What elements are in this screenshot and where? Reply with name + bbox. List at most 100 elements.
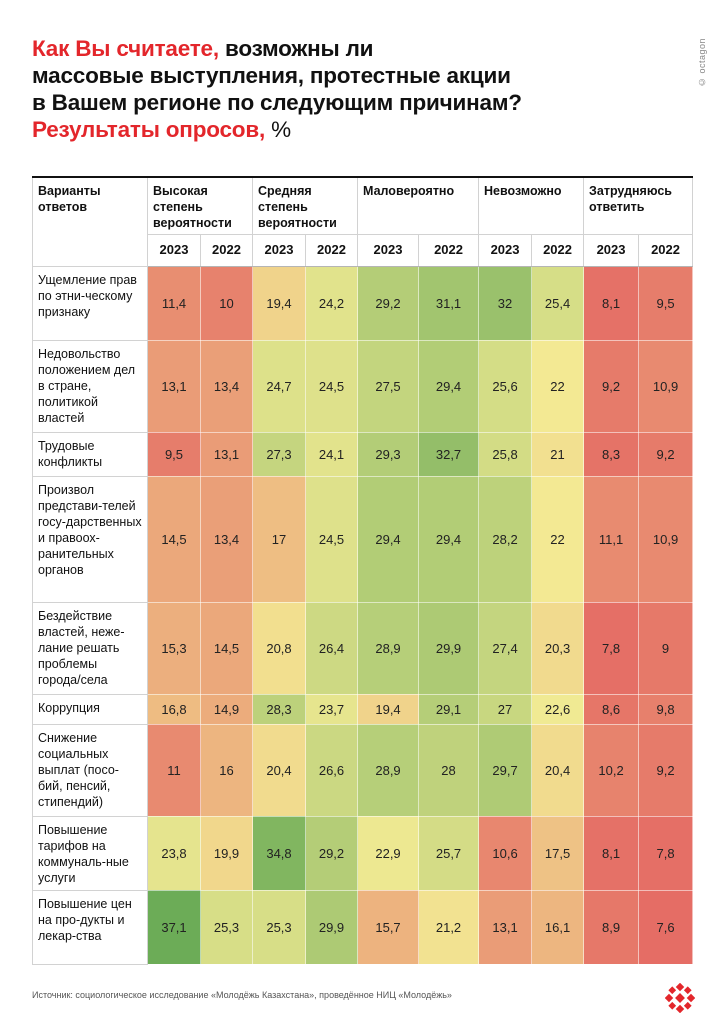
value-cell: 9,8 (638, 693, 694, 725)
value-cell: 19,4 (252, 265, 306, 341)
source-note: Источник: социологическое исследование «… (32, 990, 452, 1000)
table-row: Снижение социальных выплат (посо-бий, пе… (32, 723, 694, 817)
value-cell: 13,1 (478, 889, 533, 965)
value-cell: 28,9 (357, 723, 420, 817)
value-cell: 9,2 (638, 431, 694, 477)
value-cell: 14,5 (147, 475, 201, 603)
value-cell: 11 (147, 723, 201, 817)
value-cell: 21 (531, 431, 585, 477)
table-row: Ущемление прав по этни-ческому признаку 1… (32, 265, 694, 341)
value-cell: 24,1 (304, 431, 359, 477)
value-cell: 10,2 (583, 723, 640, 817)
value-cell: 24,7 (252, 339, 306, 433)
year-label-2022: 2022 (418, 233, 480, 267)
value-cell: 9,5 (147, 431, 201, 477)
row-label: Коррупция (32, 693, 148, 725)
value-cell: 28,9 (357, 601, 420, 695)
row-label: Повышение тарифов на коммуналь-ные услуг… (32, 815, 148, 891)
value-cell: 7,8 (583, 601, 640, 695)
value-cell: 34,8 (252, 815, 306, 891)
value-cell: 14,9 (200, 693, 253, 725)
value-cell: 27 (478, 693, 533, 725)
value-cell: 11,1 (583, 475, 640, 603)
value-cell: 27,3 (252, 431, 306, 477)
value-cell: 13,4 (200, 475, 253, 603)
value-cell: 8,1 (583, 815, 640, 891)
value-cell: 10 (200, 265, 253, 341)
column-header-3: Маловероятно (357, 176, 480, 235)
value-cell: 25,3 (200, 889, 253, 965)
value-cell: 17 (252, 475, 306, 603)
value-cell: 23,8 (147, 815, 201, 891)
value-cell: 20,8 (252, 601, 306, 695)
value-cell: 7,8 (638, 815, 694, 891)
row-header-label: Варианты ответов (32, 176, 148, 267)
year-label-2023: 2023 (357, 233, 420, 267)
value-cell: 22 (531, 475, 585, 603)
value-cell: 10,9 (638, 339, 694, 433)
value-cell: 26,6 (304, 723, 359, 817)
value-cell: 20,4 (531, 723, 585, 817)
value-cell: 15,7 (357, 889, 420, 965)
value-cell: 37,1 (147, 889, 201, 965)
row-label: Ущемление прав по этни-ческому признаку (32, 265, 148, 341)
value-cell: 16,8 (147, 693, 201, 725)
survey-table: Варианты ответов Высокая степень вероятн… (32, 176, 694, 965)
value-cell: 29,1 (418, 693, 480, 725)
title-line-2: массовые выступления, протестные акции (32, 63, 511, 88)
year-label-2022: 2022 (304, 233, 359, 267)
value-cell: 11,4 (147, 265, 201, 341)
year-header-row: 2023 2022 2023 2022 2023 2022 2023 2022 2023 2022 (33, 233, 694, 267)
value-cell: 10,6 (478, 815, 533, 891)
value-cell: 16 (200, 723, 253, 817)
table-row: Повышение тарифов на коммуналь-ные услуг… (32, 815, 694, 891)
title-red-part-1: Как Вы считаете, (32, 36, 219, 61)
row-label: Повышение цен на про-дукты и лекар-ства (32, 889, 148, 965)
value-cell: 14,5 (200, 601, 253, 695)
value-cell: 22,6 (531, 693, 585, 725)
title-red-part-2: Результаты опросов, (32, 117, 266, 142)
value-cell: 25,3 (252, 889, 306, 965)
row-label: Произвол представи-телей госу-дарственны… (32, 475, 148, 603)
year-label-2022: 2022 (638, 233, 694, 267)
table-row: Произвол представи-телей госу-дарственны… (32, 475, 694, 603)
value-cell: 9,2 (583, 339, 640, 433)
column-header-2: Средняя степень вероятности (251, 176, 359, 235)
row-label: Трудовые конфликты (32, 431, 148, 477)
value-cell: 26,4 (304, 601, 359, 695)
value-cell: 32 (478, 265, 533, 341)
value-cell: 9,2 (638, 723, 694, 817)
value-cell: 31,1 (418, 265, 480, 341)
value-cell: 25,8 (478, 431, 533, 477)
year-label-2023: 2023 (147, 233, 201, 267)
title-percent: % (271, 117, 291, 142)
table-row: Бездействие властей, неже-лание решать п… (32, 601, 694, 695)
value-cell: 29,2 (304, 815, 359, 891)
value-cell: 9,5 (638, 265, 694, 341)
title-line-3: в Вашем регионе по следующим причинам? (32, 90, 522, 115)
value-cell: 25,6 (478, 339, 533, 433)
table-row: Коррупция 16,8 14,9 28,3 23,7 19,4 29,1 27 22,6 8… (32, 693, 694, 725)
value-cell: 8,9 (583, 889, 640, 965)
value-cell: 8,6 (583, 693, 640, 725)
value-cell: 21,2 (418, 889, 480, 965)
value-cell: 29,2 (357, 265, 420, 341)
value-cell: 29,4 (357, 475, 420, 603)
value-cell: 23,7 (304, 693, 359, 725)
year-label-2022: 2022 (200, 233, 253, 267)
value-cell: 29,4 (418, 475, 480, 603)
value-cell: 29,3 (357, 431, 420, 477)
value-cell: 24,2 (304, 265, 359, 341)
value-cell: 27,4 (478, 601, 533, 695)
value-cell: 24,5 (304, 339, 359, 433)
column-header-4: Невозможно (478, 176, 585, 235)
value-cell: 28,2 (478, 475, 533, 603)
row-label: Бездействие властей, неже-лание решать п… (32, 601, 148, 695)
value-cell: 19,9 (200, 815, 253, 891)
title-part-1: возможны ли (224, 36, 374, 61)
value-cell: 27,5 (357, 339, 420, 433)
table-body: Ущемление прав по этни-ческому признаку 1… (32, 265, 694, 965)
value-cell: 20,4 (252, 723, 306, 817)
value-cell: 29,9 (418, 601, 480, 695)
value-cell: 13,4 (200, 339, 253, 433)
